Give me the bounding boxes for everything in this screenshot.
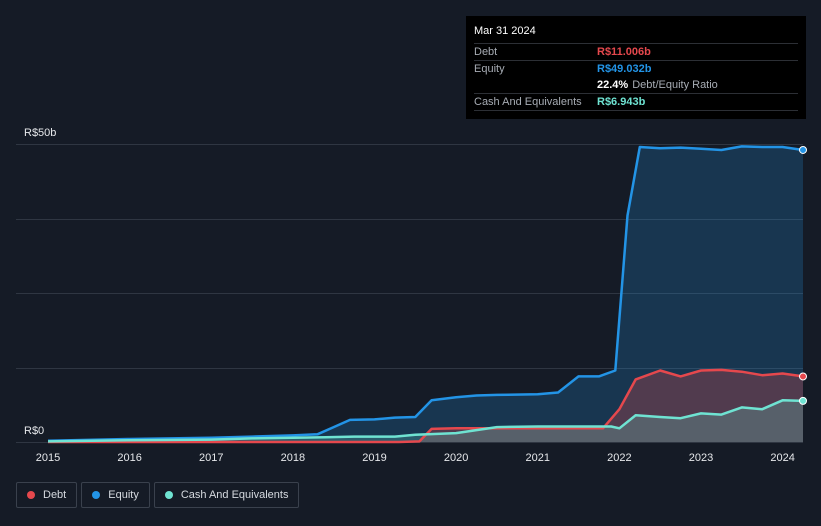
tooltip-equity-label: Equity <box>474 63 505 75</box>
chart-areas <box>48 146 803 442</box>
debt-area <box>48 369 803 442</box>
x-tick-label-2016: 2016 <box>117 452 141 464</box>
tooltip-ratio-label: Debt/Equity Ratio <box>632 79 718 91</box>
tooltip-cash-value: R$6.943b <box>597 96 646 108</box>
chart-lines <box>47 145 804 444</box>
equity-line <box>47 145 804 443</box>
equity-end-marker <box>799 145 807 154</box>
x-tick-label-2023: 2023 <box>689 452 713 464</box>
tooltip-equity-value: R$49.032b <box>597 63 652 75</box>
data-tooltip: Mar 31 2024 Debt R$11.006b Equity R$49.0… <box>466 16 806 119</box>
tooltip-debt-value: R$11.006b <box>597 46 651 58</box>
legend-item-equity[interactable]: Equity <box>81 482 150 508</box>
legend-label-cash: Cash And Equivalents <box>180 489 289 501</box>
debt-line <box>48 368 804 444</box>
debt-end-marker <box>799 372 807 381</box>
x-tick-label-2022: 2022 <box>607 452 631 464</box>
tooltip-cash-label: Cash And Equivalents <box>474 96 582 108</box>
tooltip-date: Mar 31 2024 <box>474 25 536 37</box>
cash-and-equivalents-end-marker <box>799 396 807 405</box>
chart-legend: Debt Equity Cash And Equivalents <box>16 482 300 508</box>
legend-label-equity: Equity <box>108 489 139 501</box>
legend-item-cash[interactable]: Cash And Equivalents <box>153 482 300 508</box>
x-tick-label-2017: 2017 <box>199 452 223 464</box>
x-axis-labels: 2015 2016 2017 2018 2019 2020 2021 2022 2023 2024 <box>36 452 795 464</box>
x-tick-label-2018: 2018 <box>281 452 305 464</box>
cash-and-equivalents-line <box>47 399 804 443</box>
equity-dot-icon <box>92 491 101 499</box>
legend-item-debt[interactable]: Debt <box>16 482 78 508</box>
x-tick-label-2019: 2019 <box>362 452 386 464</box>
chart-gridlines <box>16 144 803 443</box>
tooltip-ratio-value: 22.4% <box>597 79 629 91</box>
legend-label-debt: Debt <box>43 489 67 501</box>
y-tick-label-1: R$50b <box>24 127 56 139</box>
y-axis-labels: R$0 R$50b <box>24 127 56 437</box>
y-tick-label-0: R$0 <box>24 425 44 437</box>
x-tick-label-2021: 2021 <box>525 452 549 464</box>
debt-dot-icon <box>27 491 35 499</box>
tooltip-debt-label: Debt <box>474 46 498 58</box>
x-tick-label-2024: 2024 <box>770 452 794 464</box>
x-tick-label-2015: 2015 <box>36 452 60 464</box>
x-tick-label-2020: 2020 <box>444 452 468 464</box>
cash-dot-icon <box>164 491 173 499</box>
chart-end-markers <box>799 145 807 405</box>
cash-and-equivalents-area <box>48 400 803 442</box>
